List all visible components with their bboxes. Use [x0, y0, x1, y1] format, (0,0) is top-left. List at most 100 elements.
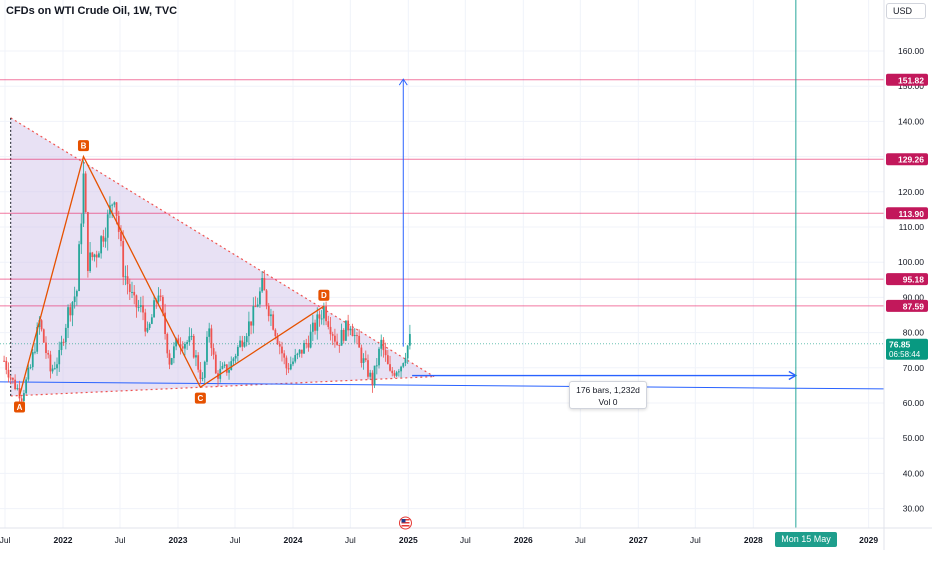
- candle-body: [201, 377, 204, 380]
- candle-body: [175, 338, 178, 347]
- pattern-point-badge: [194, 392, 206, 404]
- candle-body: [327, 321, 330, 327]
- candle-body: [259, 291, 261, 305]
- candle-body: [272, 314, 275, 330]
- candle-body: [36, 327, 39, 352]
- candles: [3, 160, 411, 409]
- candle-body: [296, 353, 299, 356]
- candle-body: [369, 372, 372, 377]
- candle-body: [71, 302, 74, 316]
- pattern-point-label: A: [17, 403, 23, 412]
- vertical-measure-arrowhead: [398, 78, 408, 86]
- flag-canton: [401, 519, 406, 523]
- candle-body: [334, 335, 336, 342]
- time-tick-label: Jul: [575, 535, 586, 545]
- measure-bars-days: 176 bars, 1,232d: [576, 385, 640, 395]
- pattern-point-b: B: [77, 140, 89, 152]
- candle-body: [58, 350, 61, 365]
- price-tick-label: 150.00: [898, 81, 924, 91]
- candle-body: [80, 223, 83, 245]
- candle-body: [126, 276, 129, 285]
- candle-body: [212, 348, 215, 355]
- candle-body: [20, 398, 23, 401]
- candle-body: [347, 320, 350, 331]
- candle-body: [190, 335, 193, 337]
- time-tick-label: 2026: [514, 535, 533, 545]
- candle-body: [408, 334, 411, 346]
- time-tick-label: 2022: [54, 535, 73, 545]
- candle-body: [179, 344, 182, 347]
- candle-body: [283, 353, 286, 358]
- us-flag-event-icon: [398, 516, 412, 530]
- level-label-bg: [886, 73, 928, 86]
- candle-body: [9, 377, 12, 379]
- candle-body: [192, 335, 195, 358]
- candle-body: [336, 341, 339, 345]
- candle-body: [25, 379, 28, 394]
- pattern-point-badge: [14, 401, 26, 413]
- currency-button[interactable]: USD: [886, 3, 926, 19]
- price-axis: 30.00 40.00 50.00 60.00 70.00 80.00 90.00 100.0…: [886, 46, 928, 514]
- candle-body: [111, 204, 114, 206]
- candle-body: [166, 334, 169, 354]
- level-price-label: 129.26: [886, 153, 928, 166]
- x-grid: [4, 0, 870, 528]
- candle-body: [232, 358, 235, 362]
- candle-body: [122, 241, 125, 278]
- candle-body: [351, 328, 354, 337]
- candle-body: [322, 306, 325, 319]
- candle-body: [100, 236, 103, 254]
- flag-stripe: [401, 525, 410, 527]
- time-tick-label: Jul: [345, 535, 356, 545]
- candle-body: [157, 295, 160, 302]
- price-chart[interactable]: A B C D 30.00 40.00 50.00 60.00 70.00 80.00 90.00 1…: [0, 0, 932, 550]
- candle-body: [225, 364, 228, 373]
- pattern-point-a: A: [14, 401, 26, 413]
- candle-body: [53, 368, 56, 370]
- candle-body: [362, 358, 365, 363]
- candle-body: [146, 327, 149, 332]
- candle-body: [342, 329, 345, 341]
- candle-body: [214, 354, 217, 374]
- candle-body: [124, 276, 127, 278]
- candle-body: [60, 341, 63, 351]
- candle-body: [186, 342, 189, 344]
- candle-body: [353, 335, 356, 337]
- price-tick-label: 70.00: [903, 363, 925, 373]
- candle-body: [106, 214, 109, 238]
- horizontal-levels: [0, 79, 884, 307]
- candle-body: [199, 369, 202, 380]
- candle-body: [223, 364, 226, 367]
- candle-body: [393, 373, 396, 376]
- candle-body: [133, 291, 136, 296]
- candle-body: [161, 296, 164, 313]
- candle-body: [49, 354, 52, 372]
- pattern-point-d: D: [318, 289, 330, 301]
- candle-body: [263, 278, 266, 291]
- measure-tooltip: 176 bars, 1,232d Vol 0: [569, 381, 647, 409]
- candle-body: [281, 346, 283, 354]
- measure-volume: Vol 0: [598, 397, 618, 407]
- candle-body: [164, 312, 166, 335]
- time-tick-label: Jul: [115, 535, 126, 545]
- time-tick-label: 2025: [399, 535, 418, 545]
- level-label-text: 113.90: [898, 209, 924, 219]
- candle-body: [29, 367, 32, 369]
- candle-body: [115, 202, 118, 216]
- candle-body: [243, 342, 246, 347]
- candle-body: [373, 365, 376, 386]
- candle-body: [320, 318, 323, 320]
- symbol-title[interactable]: CFDs on WTI Crude Oil, 1W, TVC: [6, 5, 178, 17]
- candle-body: [135, 295, 138, 308]
- candle-body: [292, 361, 294, 365]
- candle-body: [14, 379, 17, 390]
- candle-body: [389, 364, 391, 371]
- candle-body: [128, 284, 131, 292]
- candle-body: [117, 215, 120, 232]
- candle-body: [67, 307, 69, 328]
- candle-body: [131, 291, 133, 293]
- candle-body: [148, 323, 151, 328]
- candle-body: [31, 352, 34, 368]
- time-tick-label: 2029: [859, 535, 878, 545]
